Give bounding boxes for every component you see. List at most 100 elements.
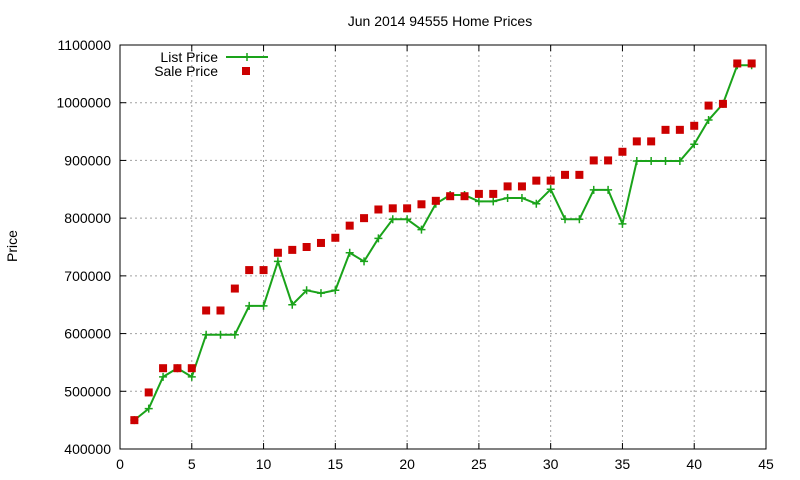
series-group — [130, 59, 756, 425]
plot-border — [119, 44, 767, 450]
list-price-point — [374, 234, 383, 243]
list-price-point — [302, 286, 311, 295]
list-price-point — [647, 157, 656, 166]
list-price-point — [474, 197, 483, 206]
list-price-point — [489, 197, 498, 206]
sale-price-point — [618, 147, 627, 156]
y-tick-label: 800000 — [64, 210, 111, 226]
list-price-point — [704, 116, 713, 125]
x-tick-label: 5 — [188, 456, 196, 472]
chart-title: Jun 2014 94555 Home Prices — [348, 13, 532, 29]
list-price-point — [561, 215, 570, 224]
sale-price-point — [130, 416, 139, 425]
y-tick-label: 600000 — [64, 326, 111, 342]
list-price-point — [517, 193, 526, 202]
sale-price-point — [503, 182, 512, 191]
list-price-point — [632, 157, 641, 166]
sale-price-point — [187, 364, 196, 373]
x-tick-label: 35 — [615, 456, 631, 472]
sale-price-point — [446, 192, 455, 201]
list-price-point — [532, 199, 541, 208]
list-price-point — [546, 185, 555, 194]
sale-price-point — [302, 243, 311, 251]
list-price-point — [316, 289, 325, 298]
x-tick-label: 0 — [116, 456, 124, 472]
sale-price-point — [690, 121, 699, 130]
y-axis-label: Price — [4, 230, 20, 262]
sale-price-point — [159, 364, 168, 373]
y-tick-label: 900000 — [64, 152, 111, 168]
list-price-line — [133, 64, 752, 421]
list-price-point — [503, 193, 512, 202]
sale-price-point — [202, 306, 211, 315]
y-tick-label: 1000000 — [56, 95, 111, 111]
y-tick-label: 700000 — [64, 268, 111, 284]
list-price-point — [589, 185, 598, 194]
list-price-point — [259, 301, 268, 310]
sale-price-point — [733, 59, 742, 68]
list-price-point — [216, 330, 225, 339]
list-price-point — [661, 157, 670, 166]
sale-price-point — [403, 204, 412, 213]
list-price-point — [245, 301, 254, 310]
x-tick-label: 30 — [543, 456, 559, 472]
sale-price-point — [230, 284, 239, 293]
list-price-point — [618, 219, 627, 228]
sale-price-point — [604, 156, 613, 165]
sale-price-point — [546, 176, 555, 185]
list-price-point — [230, 330, 239, 339]
list-price-point — [144, 404, 153, 413]
sale-price-point — [718, 99, 727, 108]
legend-sale-price-label: Sale Price — [154, 63, 218, 79]
y-tick-label: 400000 — [64, 441, 111, 457]
sale-price-point — [561, 170, 570, 179]
sale-price-point — [431, 196, 440, 205]
x-tick-label: 15 — [328, 456, 344, 472]
sale-price-point — [532, 176, 541, 185]
list-price-point — [288, 300, 297, 309]
axis-ticks: 0 5 10 15 20 25 30 35 40 45 400000 500000 600000 7000… — [56, 37, 774, 472]
x-tick-label: 10 — [256, 456, 272, 472]
sale-price-point — [632, 137, 641, 146]
sale-price-point — [273, 248, 282, 257]
list-price-point — [388, 215, 397, 224]
y-tick-label: 500000 — [64, 383, 111, 399]
grid — [120, 45, 766, 449]
y-tick-label: 1100000 — [58, 37, 112, 53]
sale-price-point — [675, 125, 684, 134]
sale-price-point — [388, 204, 397, 213]
x-tick-label: 45 — [758, 456, 774, 472]
sale-price-point — [374, 205, 383, 214]
list-price-point — [675, 157, 684, 166]
sale-price-point — [173, 364, 182, 373]
list-price-point — [331, 286, 340, 295]
list-price-point — [187, 372, 196, 381]
list-price-point — [417, 225, 426, 234]
list-price-point — [604, 185, 613, 194]
sale-price-point — [417, 200, 426, 209]
x-tick-label: 25 — [471, 456, 487, 472]
sale-price-point — [345, 221, 354, 230]
x-tick-label: 40 — [686, 456, 702, 472]
list-price-point — [360, 257, 369, 266]
sale-price-point — [144, 388, 153, 397]
sale-price-point — [216, 306, 225, 315]
list-price-point — [345, 248, 354, 257]
sale-price-point — [661, 125, 670, 134]
sale-price-point — [331, 233, 340, 242]
list-price-point — [403, 215, 412, 224]
list-price-point — [575, 215, 584, 224]
sale-price-point — [460, 192, 469, 201]
list-price-point — [202, 330, 211, 339]
sale-price-point — [360, 214, 369, 223]
legend-list-price-label: List Price — [160, 49, 218, 65]
sale-price-point — [474, 189, 483, 198]
legend-sale-price-marker — [242, 67, 250, 75]
sale-price-point — [589, 156, 598, 165]
sale-price-point — [704, 101, 713, 110]
list-price-point — [690, 140, 699, 149]
sale-price-point — [575, 170, 584, 179]
sale-price-point — [245, 266, 254, 275]
sale-price-point — [288, 245, 297, 254]
